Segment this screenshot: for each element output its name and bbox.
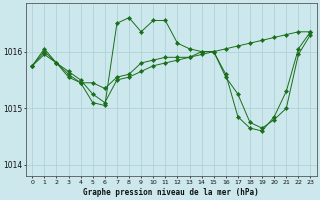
X-axis label: Graphe pression niveau de la mer (hPa): Graphe pression niveau de la mer (hPa) — [84, 188, 259, 197]
